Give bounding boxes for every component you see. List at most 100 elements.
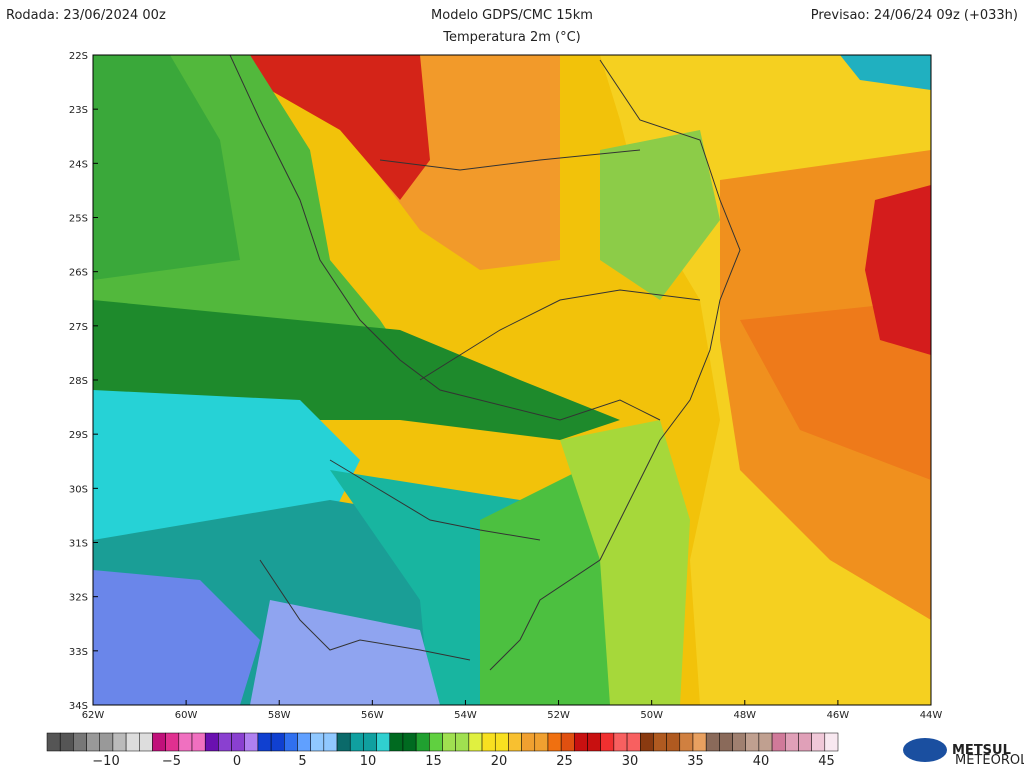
colorbar-swatch (336, 732, 351, 752)
lat-label: 28S (69, 376, 88, 387)
colorbar-label: 40 (753, 754, 770, 769)
lat-label: 23S (69, 105, 88, 116)
colorbar-swatch (429, 732, 443, 752)
lon-label: 60W (175, 710, 198, 721)
lat-label: 22S (69, 51, 88, 62)
lat-label: 31S (69, 539, 88, 550)
colorbar-swatch (297, 732, 311, 752)
colorbar-swatch (653, 732, 667, 752)
colorbar-swatch (165, 732, 180, 752)
colorbar-swatch (257, 732, 272, 752)
colorbar-label: 45 (818, 754, 835, 769)
colorbar-swatch (600, 732, 615, 752)
run-label: Rodada: 23/06/2024 00z (6, 8, 166, 23)
colorbar-swatch (719, 732, 733, 752)
colorbar-swatch (508, 732, 522, 752)
colorbar-swatch (323, 732, 338, 752)
lon-label: 48W (733, 710, 756, 721)
colorbar-swatch (547, 732, 562, 752)
colorbar-swatch (152, 732, 166, 752)
lat-label: 24S (69, 159, 88, 170)
colorbar-swatch (626, 732, 641, 752)
colorbar-swatch (415, 732, 430, 752)
colorbar-swatch (442, 732, 456, 752)
colorbar-swatch (376, 732, 391, 752)
lon-label: 52W (547, 710, 570, 721)
colorbar-label: 20 (491, 754, 508, 769)
logo-name: METSUL (952, 743, 1011, 758)
colorbar-swatch (640, 732, 654, 752)
subtitle: Temperatura 2m (°C) (442, 30, 581, 45)
colorbar-swatch (244, 732, 259, 752)
lon-label: 46W (827, 710, 850, 721)
colorbar-swatch (587, 732, 601, 752)
colorbar-label: −5 (162, 754, 181, 769)
colorbar-swatch (191, 732, 206, 752)
lon-label: 58W (268, 710, 291, 721)
lat-label: 27S (69, 322, 88, 333)
colorbar-swatch (679, 732, 694, 752)
colorbar-swatch (125, 732, 140, 752)
colorbar-swatch (692, 732, 707, 752)
colorbar-swatch (363, 732, 377, 752)
logo-globe (903, 738, 947, 762)
lat-label: 29S (69, 430, 88, 441)
colorbar-swatch (613, 732, 628, 752)
colorbar-swatch (231, 732, 245, 752)
colorbar-swatch (204, 732, 219, 752)
colorbar-label: 35 (687, 754, 704, 769)
colorbar-swatch (112, 732, 127, 752)
colorbar-swatch (521, 732, 536, 752)
lat-label: 30S (69, 484, 88, 495)
colorbar-swatch (824, 732, 839, 752)
colorbar-swatch (732, 732, 746, 752)
colorbar-swatch (99, 732, 114, 752)
lat-label: 32S (69, 593, 88, 604)
colorbar-swatch (745, 732, 760, 752)
colorbar-swatch (560, 732, 575, 752)
colorbar-swatch (705, 732, 720, 752)
lon-label: 44W (920, 710, 943, 721)
colorbar-swatch (758, 732, 773, 752)
colorbar-swatch (270, 732, 285, 752)
lat-label: 34S (69, 701, 88, 712)
colorbar-swatch (666, 732, 681, 752)
colorbar-swatch (349, 732, 364, 752)
colorbar-swatch (310, 732, 325, 752)
colorbar-swatch (218, 732, 232, 752)
colorbar-label: 30 (622, 754, 639, 769)
colorbar-swatch (86, 732, 100, 752)
colorbar-label: 5 (298, 754, 306, 769)
lat-label: 33S (69, 647, 88, 658)
colorbar-label: −10 (92, 754, 119, 769)
colorbar-swatch (534, 732, 549, 752)
colorbar-label: 10 (360, 754, 377, 769)
colorbar-swatch (468, 732, 483, 752)
colorbar-swatch (73, 732, 87, 752)
lon-label: 54W (454, 710, 477, 721)
forecast-label: Previsao: 24/06/24 09z (+033h) (811, 8, 1018, 23)
colorbar-swatch (178, 732, 193, 752)
lat-label: 26S (69, 268, 88, 279)
colorbar-swatch (59, 732, 74, 752)
colorbar-swatch (139, 732, 153, 752)
model-label: Modelo GDPS/CMC 15km (431, 8, 593, 23)
colorbar-swatch (785, 732, 799, 752)
colorbar-swatch (494, 732, 509, 752)
lat-label: 25S (69, 214, 88, 225)
colorbar-swatch (771, 732, 786, 752)
lon-label: 62W (82, 710, 105, 721)
colorbar-label: 0 (233, 754, 241, 769)
logo-tagline: METEOROLOGIA (955, 753, 1024, 768)
colorbar-swatch (389, 732, 404, 752)
colorbar-label: 25 (556, 754, 573, 769)
colorbar-swatch (284, 732, 298, 752)
colorbar-swatch (481, 732, 496, 752)
colorbar-swatch (402, 732, 417, 752)
colorbar-swatch (798, 732, 812, 752)
colorbar-swatch (455, 732, 470, 752)
colorbar-label: 15 (425, 754, 442, 769)
temperature-map (93, 55, 931, 705)
colorbar-swatch (46, 732, 61, 752)
